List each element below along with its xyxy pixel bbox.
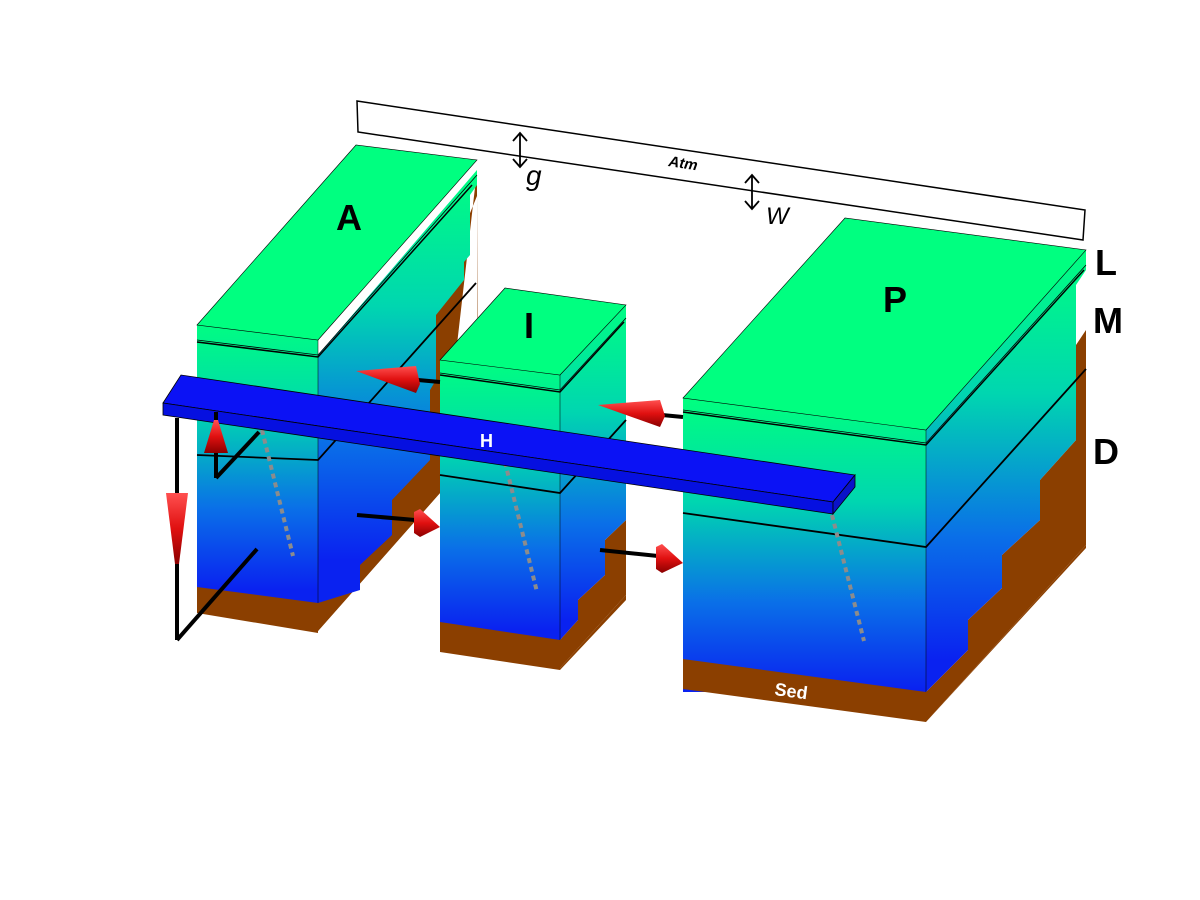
hbar xyxy=(162,374,856,516)
w-exchange-arrow xyxy=(744,173,760,211)
basin-i-sediment-front xyxy=(440,622,560,670)
lower-arrows xyxy=(356,509,683,573)
basin-i-top xyxy=(439,287,627,376)
basin-p-side-face xyxy=(926,250,1086,692)
basin-a-sediment-front xyxy=(197,587,318,633)
arrow-a-to-i-lower xyxy=(414,509,440,537)
g-label: g xyxy=(526,160,542,191)
hbar-end xyxy=(832,473,856,516)
basin-a-top xyxy=(196,144,478,341)
basin-p-label: P xyxy=(883,279,907,320)
g-exchange-arrow xyxy=(512,131,528,169)
hbar-label: H xyxy=(480,431,493,451)
layer-d-label: D xyxy=(1093,431,1119,472)
basin-i-label: I xyxy=(524,305,534,346)
settling-dashes xyxy=(260,429,866,642)
arrow-i-to-p-lower xyxy=(656,544,683,573)
basin-p-top xyxy=(682,217,1087,431)
basin-p-front-face xyxy=(683,398,926,692)
atm-label: Atm xyxy=(666,153,698,174)
arrow-p-to-i-upper xyxy=(598,400,665,427)
basin-a-side-face xyxy=(318,170,477,603)
dash-p xyxy=(830,514,866,642)
arrow-downwelling xyxy=(166,493,188,564)
layer-m-label: M xyxy=(1093,300,1123,341)
upper-arrows xyxy=(356,366,684,427)
dash-a xyxy=(260,429,295,557)
arrow-upwelling xyxy=(204,420,228,453)
basin-p-sediment-front xyxy=(683,659,926,722)
atmosphere-box: Atm xyxy=(356,100,1086,241)
basin-p xyxy=(682,217,1087,722)
arrow-i-to-a-upper xyxy=(356,366,420,393)
w-label: W xyxy=(766,203,791,230)
basin-a-label: A xyxy=(336,197,362,238)
basin-i-front-face xyxy=(440,360,560,640)
sed-label: Sed xyxy=(773,679,808,703)
layer-l-label: L xyxy=(1095,242,1117,283)
dash-i xyxy=(503,461,539,593)
